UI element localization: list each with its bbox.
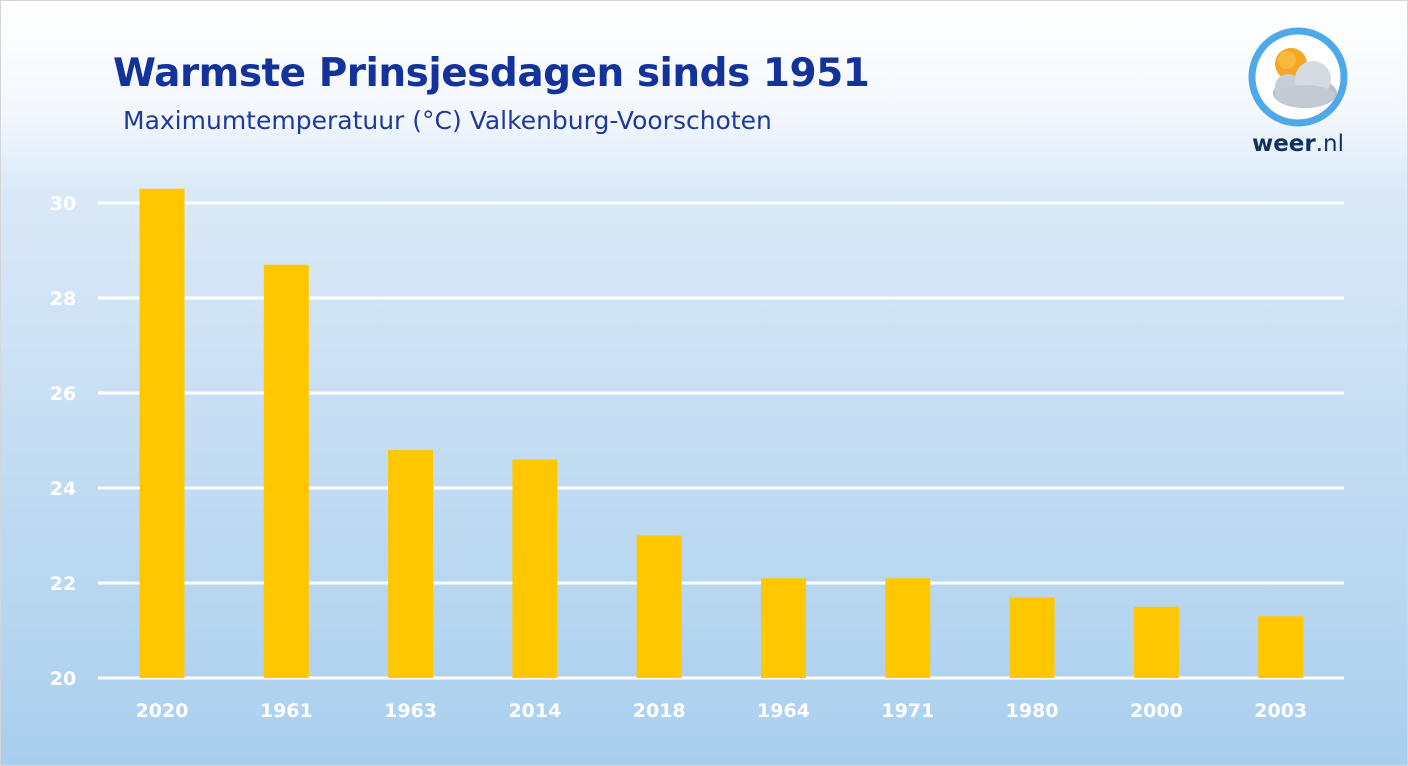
y-tick-label: 24 (50, 478, 76, 500)
x-tick-label: 2000 (1130, 700, 1183, 722)
bar-1971 (885, 578, 931, 678)
x-tick-label: 1961 (260, 700, 313, 722)
bar-2000 (1133, 606, 1179, 678)
bar-2020 (139, 188, 185, 678)
chart-subtitle: Maximumtemperatuur (°C) Valkenburg-Voors… (123, 106, 772, 135)
sun-cloud-icon (1248, 27, 1348, 127)
y-tick-label: 22 (50, 573, 76, 595)
y-tick-label: 30 (50, 193, 76, 215)
chart-title: Warmste Prinsjesdagen sinds 1951 (113, 51, 870, 96)
bar-1961 (263, 264, 309, 678)
x-tick-label: 2018 (633, 700, 686, 722)
x-tick-label: 2003 (1254, 700, 1307, 722)
x-tick-label: 1971 (881, 700, 934, 722)
bar-2018 (636, 535, 682, 678)
y-tick-label: 28 (50, 288, 76, 310)
x-tick-label: 2014 (508, 700, 561, 722)
y-tick-label: 26 (50, 383, 76, 405)
x-tick-label: 2020 (136, 700, 189, 722)
x-tick-label: 1980 (1006, 700, 1059, 722)
y-axis-ticks: 20 22 24 26 28 30 (50, 193, 76, 690)
y-tick-label: 20 (50, 668, 76, 690)
bars (139, 188, 1304, 678)
x-tick-label: 1964 (757, 700, 810, 722)
logo-wordmark: weer.nl (1243, 131, 1353, 157)
x-tick-label: 1963 (384, 700, 437, 722)
bar-1980 (1009, 597, 1055, 678)
bar-2014 (512, 459, 558, 678)
logo-suffix: .nl (1315, 131, 1345, 157)
bar-2003 (1258, 616, 1304, 678)
logo-brand: weer (1251, 131, 1316, 157)
weer-nl-logo: weer.nl (1243, 27, 1353, 159)
bar-1964 (761, 578, 806, 678)
bar-1963 (388, 450, 434, 678)
x-axis-ticks: 2020 1961 1963 2014 2018 1964 1971 1980 2000 2003 (136, 700, 1308, 722)
